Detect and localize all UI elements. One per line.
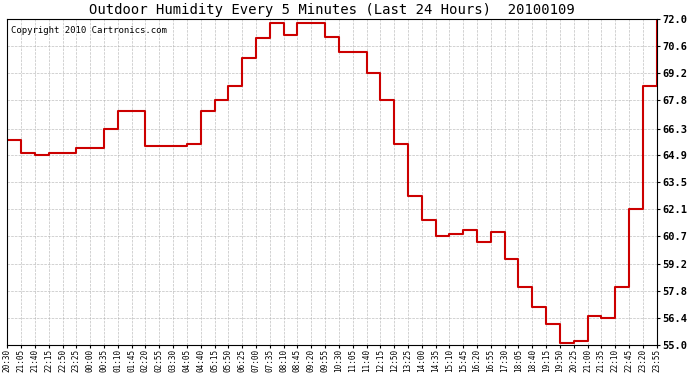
Text: Copyright 2010 Cartronics.com: Copyright 2010 Cartronics.com xyxy=(10,26,166,35)
Title: Outdoor Humidity Every 5 Minutes (Last 24 Hours)  20100109: Outdoor Humidity Every 5 Minutes (Last 2… xyxy=(89,3,575,17)
